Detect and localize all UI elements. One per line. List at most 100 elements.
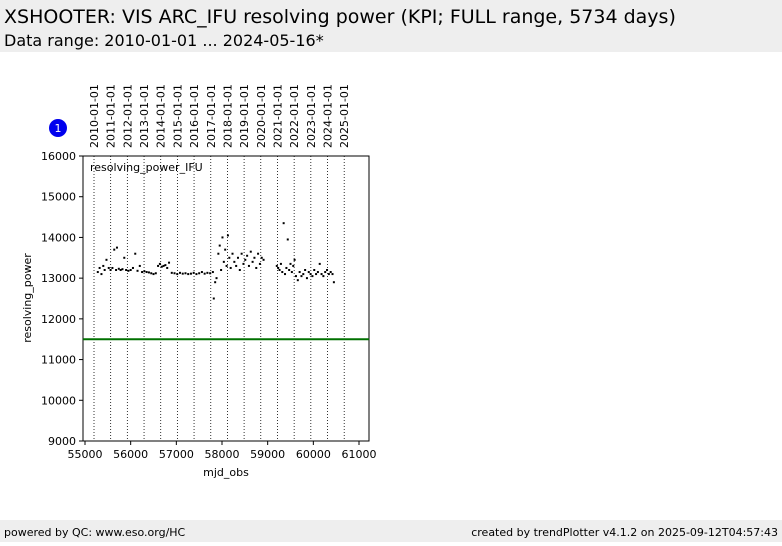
point xyxy=(138,264,141,267)
point xyxy=(162,264,165,267)
point xyxy=(311,275,314,278)
point xyxy=(255,266,258,269)
point xyxy=(244,258,247,261)
point xyxy=(127,269,130,272)
date-tick-label: 2022-01-01 xyxy=(288,84,301,148)
point xyxy=(113,248,116,251)
title: XSHOOTER: VIS ARC_IFU resolving power (K… xyxy=(4,6,676,28)
point xyxy=(184,272,187,275)
point xyxy=(247,264,250,267)
x-tick-label: 59000 xyxy=(250,448,285,461)
date-tick-label: 2019-01-01 xyxy=(238,84,251,148)
y-tick-label: 13000 xyxy=(41,272,76,285)
point xyxy=(298,271,301,274)
point xyxy=(331,273,334,276)
point xyxy=(296,279,299,282)
point xyxy=(217,252,220,255)
point xyxy=(226,234,229,237)
point xyxy=(214,281,217,284)
point xyxy=(105,258,108,261)
y-tick-label: 9000 xyxy=(48,435,76,448)
date-tick-label: 2023-01-01 xyxy=(305,84,318,148)
point xyxy=(288,269,291,271)
y-tick-label: 12000 xyxy=(41,313,76,326)
point xyxy=(316,271,319,274)
point xyxy=(284,273,287,276)
point xyxy=(220,269,223,271)
date-tick-label: 2010-01-01 xyxy=(88,84,101,148)
point xyxy=(253,256,256,259)
subtitle: Data range: 2010-01-01 ... 2024-05-16* xyxy=(4,31,324,50)
point xyxy=(119,269,122,271)
point xyxy=(231,252,234,255)
point xyxy=(292,264,295,267)
point xyxy=(279,262,282,265)
point xyxy=(212,297,215,300)
point xyxy=(304,269,307,271)
y-tick-label: 11000 xyxy=(41,354,76,367)
y-tick-label: 16000 xyxy=(41,150,76,163)
point xyxy=(100,273,103,276)
x-tick-label: 61000 xyxy=(341,448,376,461)
point xyxy=(257,252,260,255)
point xyxy=(324,271,327,274)
point xyxy=(96,271,99,274)
point xyxy=(192,271,195,274)
y-tick-label: 15000 xyxy=(41,191,76,204)
point xyxy=(277,266,280,269)
header-band xyxy=(0,0,782,52)
point xyxy=(203,272,206,275)
point xyxy=(181,272,184,275)
point xyxy=(195,273,198,276)
x-axis-label: mjd_obs xyxy=(203,466,249,479)
footer-band xyxy=(0,520,782,542)
date-tick-label: 2015-01-01 xyxy=(171,84,184,148)
point xyxy=(249,250,252,253)
date-tick-label: 2012-01-01 xyxy=(121,84,134,148)
x-tick-label: 58000 xyxy=(205,448,240,461)
point xyxy=(160,265,163,268)
footer-right: created by trendPlotter v4.1.2 on 2025-0… xyxy=(471,526,778,539)
date-tick-label: 2024-01-01 xyxy=(321,84,334,148)
point xyxy=(236,256,239,259)
point xyxy=(157,264,160,267)
point xyxy=(145,271,148,274)
point xyxy=(152,273,155,276)
date-tick-label: 2018-01-01 xyxy=(221,84,234,148)
point xyxy=(225,264,228,267)
point xyxy=(222,260,225,263)
point xyxy=(246,254,249,257)
point xyxy=(289,262,292,265)
point xyxy=(313,269,316,271)
point xyxy=(218,244,221,247)
y-axis-label: resolving_power xyxy=(21,253,34,343)
point xyxy=(136,269,139,272)
point xyxy=(200,271,203,274)
badge-circle xyxy=(49,119,67,137)
point xyxy=(206,271,209,274)
point xyxy=(166,266,169,269)
point xyxy=(320,273,323,276)
date-tick-label: 2017-01-01 xyxy=(205,84,218,148)
point xyxy=(147,271,150,274)
badge-label: 1 xyxy=(55,122,62,135)
point xyxy=(115,269,118,271)
point xyxy=(129,269,132,271)
point xyxy=(281,271,284,274)
point xyxy=(170,271,173,274)
point xyxy=(215,277,218,280)
x-tick-label: 57000 xyxy=(159,448,194,461)
point xyxy=(228,256,231,259)
point xyxy=(131,266,134,269)
point xyxy=(229,266,232,269)
point xyxy=(309,273,312,276)
point xyxy=(98,266,101,269)
point xyxy=(300,275,303,278)
point xyxy=(235,264,238,267)
point xyxy=(305,277,308,280)
date-tick-label: 2016-01-01 xyxy=(188,84,201,148)
point xyxy=(224,248,227,251)
point xyxy=(173,272,176,275)
point xyxy=(240,252,243,255)
x-tick-label: 60000 xyxy=(296,448,331,461)
